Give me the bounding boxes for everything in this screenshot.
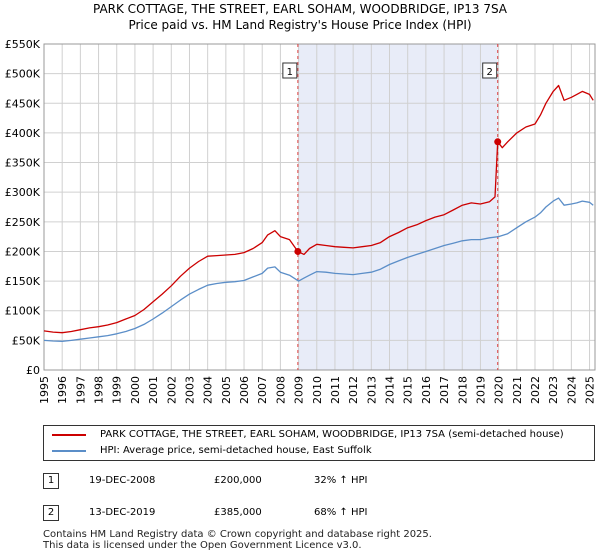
- marker-label-box: [482, 62, 498, 79]
- transaction-date: 19-DEC-2008: [89, 475, 156, 486]
- legend-label-hpi: HPI: Average price, semi-detached house,…: [100, 445, 372, 456]
- x-tick-label: 1997: [74, 376, 87, 404]
- y-tick-label: £0: [26, 364, 40, 377]
- footer-copyright: Contains HM Land Registry data © Crown c…: [43, 529, 432, 540]
- x-tick-label: 2005: [220, 376, 233, 404]
- x-tick-label: 2023: [547, 376, 560, 404]
- marker-label: 1: [287, 67, 293, 78]
- x-tick-label: 2002: [165, 376, 178, 404]
- y-tick-label: £200K: [5, 245, 41, 258]
- x-tick-label: 2012: [347, 376, 360, 404]
- plot-area: [43, 43, 596, 371]
- x-tick-label: 2001: [147, 376, 160, 404]
- x-tick-label: 1996: [56, 376, 69, 404]
- x-tick-label: 2004: [202, 376, 215, 404]
- y-tick-label: £250K: [5, 216, 41, 229]
- legend: PARK COTTAGE, THE STREET, EARL SOHAM, WO…: [43, 425, 595, 461]
- y-tick-label: £50K: [12, 334, 41, 347]
- marker-label: 2: [487, 67, 493, 78]
- y-tick-label: £300K: [5, 186, 41, 199]
- marker-label-box: [282, 62, 298, 79]
- chart-title: PARK COTTAGE, THE STREET, EARL SOHAM, WO…: [92, 2, 507, 16]
- sale-point: [294, 247, 302, 255]
- x-tick-label: 2008: [274, 376, 287, 404]
- transaction-price: £200,000: [214, 475, 262, 486]
- series-line-property: [43, 84, 594, 334]
- transaction-row: 1 19-DEC-2008 £200,000 32% ↑ HPI: [43, 473, 543, 489]
- x-tick-label: 2003: [183, 376, 196, 404]
- x-tick-label: 2007: [256, 376, 269, 404]
- y-tick-label: £550K: [5, 38, 41, 51]
- x-tick-label: 2018: [456, 376, 469, 404]
- x-tick-label: 2011: [329, 376, 342, 404]
- y-tick-label: £150K: [5, 275, 41, 288]
- x-tick-label: 2021: [511, 376, 524, 404]
- x-tick-label: 2006: [238, 376, 251, 404]
- transaction-date: 13-DEC-2019: [89, 507, 156, 518]
- x-tick-label: 2015: [402, 376, 415, 404]
- x-tick-label: 2017: [438, 376, 451, 404]
- x-tick-label: 2013: [365, 376, 378, 404]
- x-tick-label: 2019: [474, 376, 487, 404]
- legend-label-property: PARK COTTAGE, THE STREET, EARL SOHAM, WO…: [100, 429, 564, 440]
- transaction-price: £385,000: [214, 507, 262, 518]
- x-tick-label: 2009: [293, 376, 306, 404]
- x-tick-label: 2025: [584, 376, 597, 404]
- legend-swatch-hpi: [52, 450, 86, 452]
- transaction-number-badge: 2: [43, 505, 59, 521]
- x-tick-label: 2022: [529, 376, 542, 404]
- transaction-hpi-change: 68% ↑ HPI: [314, 507, 368, 518]
- sale-point: [494, 138, 502, 146]
- y-tick-label: £100K: [5, 305, 41, 318]
- y-tick-label: £400K: [5, 127, 41, 140]
- x-tick-label: 2016: [420, 376, 433, 404]
- shaded-period: [297, 44, 498, 370]
- x-tick-label: 2010: [311, 376, 324, 404]
- x-tick-label: 2024: [565, 376, 578, 404]
- price-chart: £0 £50K £100K £150K £200K £250K £300K £350K £400…: [5, 38, 597, 404]
- x-tick-label: 1998: [93, 376, 106, 404]
- y-tick-label: £450K: [5, 97, 41, 110]
- y-tick-label: £350K: [5, 157, 41, 170]
- y-tick-label: £500K: [5, 68, 41, 81]
- chart-subtitle: Price paid vs. HM Land Registry's House …: [128, 18, 472, 32]
- transaction-number-badge: 1: [43, 473, 59, 489]
- footer: Contains HM Land Registry data © Crown c…: [43, 529, 432, 551]
- x-tick-label: 1995: [38, 376, 51, 404]
- x-tick-label: 1999: [111, 376, 124, 404]
- x-tick-label: 2020: [493, 376, 506, 404]
- footer-license: This data is licensed under the Open Gov…: [43, 540, 362, 551]
- x-tick-label: 2014: [384, 376, 397, 404]
- transaction-row: 2 13-DEC-2019 £385,000 68% ↑ HPI: [43, 505, 543, 521]
- series-line-hpi: [43, 197, 594, 342]
- x-tick-label: 2000: [129, 376, 142, 404]
- legend-swatch-property: [52, 434, 86, 436]
- transaction-hpi-change: 32% ↑ HPI: [314, 475, 368, 486]
